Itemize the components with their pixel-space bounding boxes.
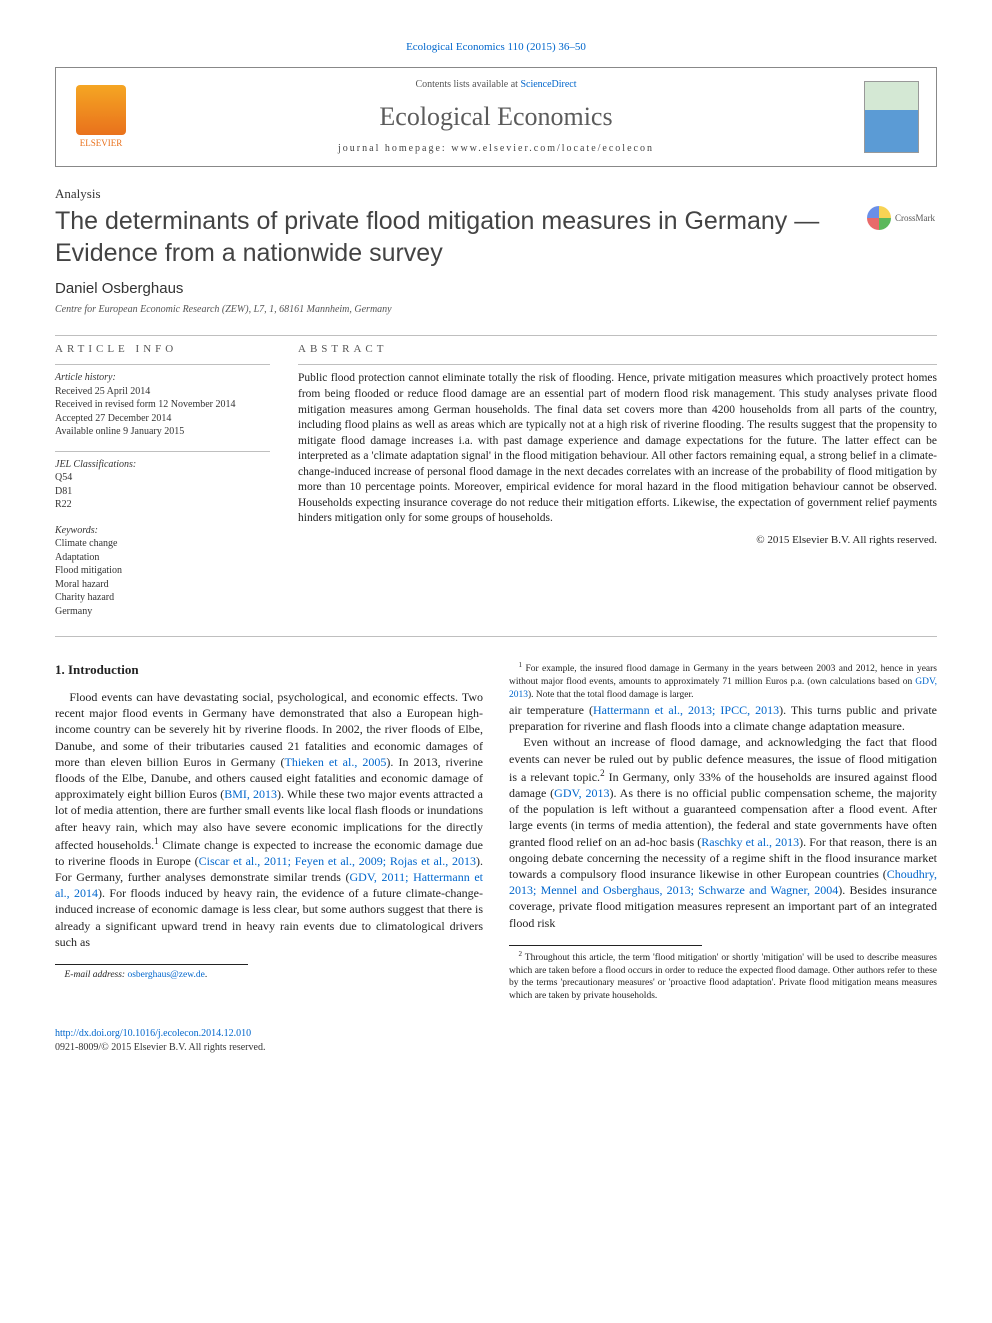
article-info: article info Article history: Received 2… <box>55 342 270 631</box>
intro-p1: Flood events can have devastating social… <box>55 689 483 950</box>
author-name: Daniel Osberghaus <box>55 279 937 299</box>
homepage-line: journal homepage: www.elsevier.com/locat… <box>146 142 846 156</box>
info-abstract-row: article info Article history: Received 2… <box>55 342 937 631</box>
section-heading: 1. Introduction <box>55 661 483 679</box>
keyword-item: Germany <box>55 605 270 619</box>
article-type: Analysis <box>55 185 937 203</box>
crossmark-icon <box>867 206 891 230</box>
rule-info-2 <box>55 451 270 452</box>
citation-link[interactable]: BMI, 2013 <box>224 787 277 801</box>
footnote-email: E-mail address: osberghaus@zew.de. <box>55 969 483 982</box>
citation-link[interactable]: GDV, 2013 <box>554 786 609 800</box>
sciencedirect-link[interactable]: ScienceDirect <box>520 79 576 90</box>
publisher-label: ELSEVIER <box>80 138 123 148</box>
footnote-text: ). Note that the total flood damage is l… <box>528 690 694 700</box>
journal-cover-cell <box>846 81 936 153</box>
keyword-item: Charity hazard <box>55 591 270 605</box>
intro-p3: Even without an increase of flood damage… <box>509 734 937 930</box>
article-title: The determinants of private flood mitiga… <box>55 206 867 269</box>
article-info-heading: article info <box>55 342 270 357</box>
jel-item: Q54 <box>55 471 270 485</box>
title-row: The determinants of private flood mitiga… <box>55 206 937 279</box>
citation-link[interactable]: Hattermann et al., 2013; IPCC, 2013 <box>593 703 779 717</box>
rule-abstract <box>298 364 937 365</box>
keyword-item: Adaptation <box>55 551 270 565</box>
body-text: ). For floods induced by heavy rain, the… <box>55 886 483 949</box>
crossmark-label: CrossMark <box>895 212 935 224</box>
footnote-2: 2 Throughout this article, the term 'flo… <box>509 950 937 1003</box>
jel-block: JEL Classifications: Q54 D81 R22 <box>55 458 270 512</box>
abstract-text: Public flood protection cannot eliminate… <box>298 371 937 526</box>
contents-line: Contents lists available at ScienceDirec… <box>146 78 846 92</box>
elsevier-tree-icon <box>76 85 126 135</box>
journal-reference: Ecological Economics 110 (2015) 36–50 <box>55 40 937 55</box>
footnote-separator-right <box>509 945 702 946</box>
footnote-text: For example, the insured flood damage in… <box>509 665 937 688</box>
abstract-copyright: © 2015 Elsevier B.V. All rights reserved… <box>298 533 937 548</box>
journal-ref-text[interactable]: Ecological Economics 110 (2015) 36–50 <box>406 41 586 53</box>
author-affiliation: Centre for European Economic Research (Z… <box>55 303 937 317</box>
footnote-separator-left <box>55 964 248 965</box>
header-center: Contents lists available at ScienceDirec… <box>146 78 846 156</box>
jel-item: D81 <box>55 485 270 499</box>
contents-prefix: Contents lists available at <box>415 79 520 90</box>
history-item: Accepted 27 December 2014 <box>55 412 270 426</box>
citation-link[interactable]: Thieken et al., 2005 <box>285 755 387 769</box>
body-columns: 1. Introduction Flood events can have de… <box>55 661 937 1003</box>
journal-name: Ecological Economics <box>146 99 846 134</box>
footnote-text: Throughout this article, the term 'flood… <box>509 953 937 1001</box>
history-item: Received 25 April 2014 <box>55 385 270 399</box>
jel-item: R22 <box>55 498 270 512</box>
intro-p2: air temperature (Hattermann et al., 2013… <box>509 702 937 734</box>
journal-header: ELSEVIER Contents lists available at Sci… <box>55 67 937 167</box>
rule-bottom <box>55 636 937 637</box>
keyword-item: Climate change <box>55 537 270 551</box>
keywords-label: Keywords: <box>55 524 270 538</box>
keyword-item: Flood mitigation <box>55 564 270 578</box>
abstract-column: abstract Public flood protection cannot … <box>298 342 937 631</box>
page-footer: http://dx.doi.org/10.1016/j.ecolecon.201… <box>55 1027 937 1054</box>
keywords-block: Keywords: Climate change Adaptation Floo… <box>55 524 270 619</box>
homepage-url[interactable]: www.elsevier.com/locate/ecolecon <box>451 143 654 154</box>
issn-line: 0921-8009/© 2015 Elsevier B.V. All right… <box>55 1042 265 1053</box>
email-link[interactable]: osberghaus@zew.de <box>127 970 204 980</box>
elsevier-logo[interactable]: ELSEVIER <box>76 85 126 149</box>
email-label: E-mail address: <box>65 970 128 980</box>
jel-label: JEL Classifications: <box>55 458 270 472</box>
rule-top <box>55 335 937 336</box>
publisher-logo-cell: ELSEVIER <box>56 85 146 149</box>
crossmark-badge[interactable]: CrossMark <box>867 206 937 230</box>
abstract-heading: abstract <box>298 342 937 357</box>
body-text: air temperature ( <box>509 703 593 717</box>
rule-info-1 <box>55 364 270 365</box>
history-item: Received in revised form 12 November 201… <box>55 398 270 412</box>
keyword-item: Moral hazard <box>55 578 270 592</box>
article-history: Article history: Received 25 April 2014 … <box>55 371 270 439</box>
history-label: Article history: <box>55 371 270 385</box>
homepage-prefix: journal homepage: <box>338 143 451 154</box>
citation-link[interactable]: Ciscar et al., 2011; Feyen et al., 2009;… <box>199 854 476 868</box>
footnote-1: 1 For example, the insured flood damage … <box>509 661 937 702</box>
history-item: Available online 9 January 2015 <box>55 425 270 439</box>
doi-link[interactable]: http://dx.doi.org/10.1016/j.ecolecon.201… <box>55 1028 251 1039</box>
citation-link[interactable]: Raschky et al., 2013 <box>701 835 799 849</box>
journal-cover-icon[interactable] <box>864 81 919 153</box>
